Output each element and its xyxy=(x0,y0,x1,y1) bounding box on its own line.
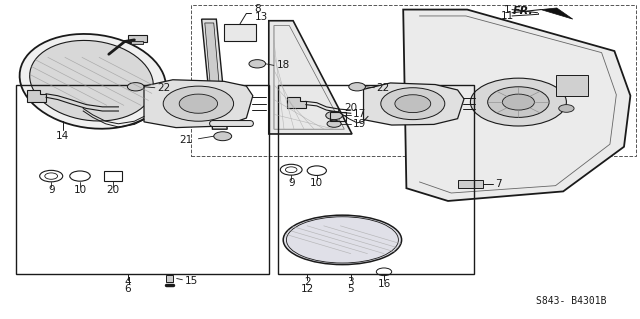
Text: S843- B4301B: S843- B4301B xyxy=(536,296,607,307)
Text: 9: 9 xyxy=(48,185,54,195)
Circle shape xyxy=(395,95,431,113)
Bar xyxy=(191,5,636,156)
Ellipse shape xyxy=(29,41,154,121)
Polygon shape xyxy=(27,90,46,102)
Polygon shape xyxy=(403,10,630,201)
Text: 15: 15 xyxy=(184,276,198,286)
Bar xyxy=(330,112,346,121)
Bar xyxy=(278,85,474,274)
Circle shape xyxy=(559,105,574,112)
Text: 10: 10 xyxy=(74,185,86,195)
Bar xyxy=(166,275,173,282)
Circle shape xyxy=(127,83,144,91)
Polygon shape xyxy=(202,19,227,129)
Text: 9: 9 xyxy=(288,178,294,188)
Circle shape xyxy=(214,132,232,141)
Circle shape xyxy=(470,78,566,126)
Circle shape xyxy=(249,60,266,68)
Text: 10: 10 xyxy=(310,178,323,188)
Bar xyxy=(16,85,269,274)
Text: 8: 8 xyxy=(255,4,261,14)
Text: 12: 12 xyxy=(301,284,314,294)
Text: 16: 16 xyxy=(378,279,390,289)
Circle shape xyxy=(349,83,365,91)
Text: 18: 18 xyxy=(276,60,290,70)
Text: 4: 4 xyxy=(125,277,131,287)
Text: 5: 5 xyxy=(348,284,354,294)
Circle shape xyxy=(326,111,342,120)
Circle shape xyxy=(327,120,341,127)
Bar xyxy=(131,41,143,44)
Text: 17: 17 xyxy=(353,109,367,119)
Text: 14: 14 xyxy=(56,130,69,141)
Ellipse shape xyxy=(284,215,402,265)
Text: 2: 2 xyxy=(304,277,310,287)
Text: 21: 21 xyxy=(179,135,192,145)
Text: 13: 13 xyxy=(255,11,268,22)
Circle shape xyxy=(163,86,234,121)
Circle shape xyxy=(179,94,218,113)
Text: 22: 22 xyxy=(376,83,390,93)
Polygon shape xyxy=(205,23,223,125)
Text: 22: 22 xyxy=(157,83,171,93)
Bar xyxy=(458,180,483,188)
Text: 6: 6 xyxy=(125,284,131,294)
Polygon shape xyxy=(269,21,352,134)
Text: 1: 1 xyxy=(504,4,511,15)
Bar xyxy=(224,24,256,41)
Text: 20: 20 xyxy=(344,103,358,114)
Text: 11: 11 xyxy=(501,11,514,21)
Bar xyxy=(556,75,588,96)
Ellipse shape xyxy=(20,34,166,129)
Text: 19: 19 xyxy=(353,119,367,129)
Text: 7: 7 xyxy=(495,179,501,189)
Circle shape xyxy=(488,87,549,117)
Bar xyxy=(104,171,122,181)
Polygon shape xyxy=(287,97,306,108)
Circle shape xyxy=(381,88,445,120)
Text: FR.: FR. xyxy=(513,6,533,16)
Polygon shape xyxy=(364,83,464,125)
Bar xyxy=(128,35,147,42)
Text: 3: 3 xyxy=(348,277,354,287)
Text: 20: 20 xyxy=(106,185,119,195)
Polygon shape xyxy=(144,80,253,128)
Circle shape xyxy=(502,94,534,110)
Polygon shape xyxy=(541,8,573,19)
